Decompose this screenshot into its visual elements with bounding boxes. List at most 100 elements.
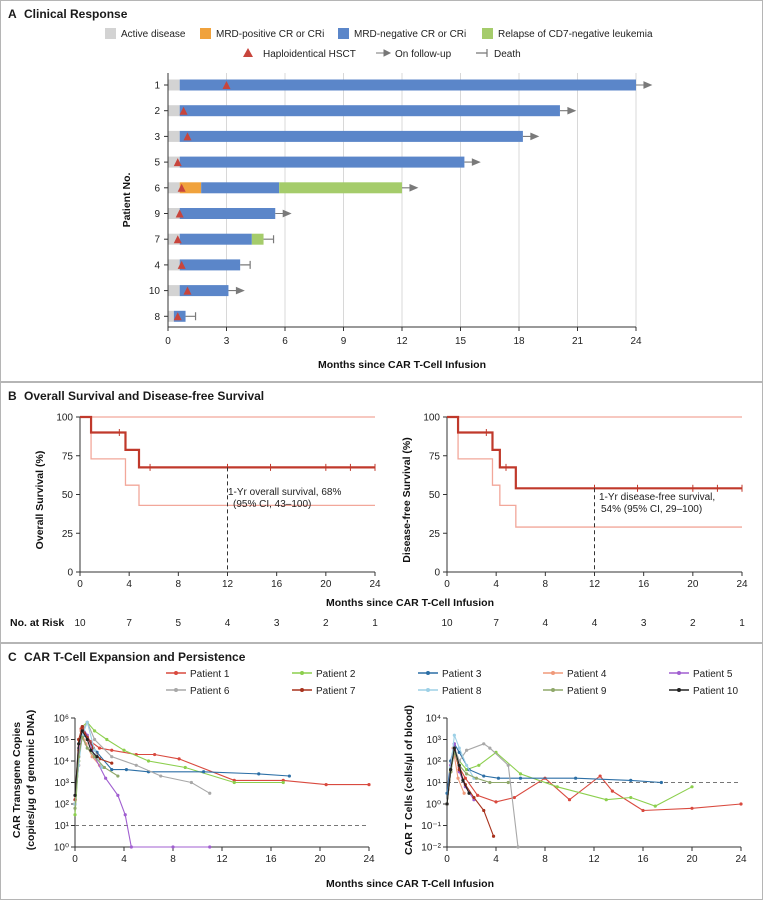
left-y-tick-label: 10⁶ [54,714,69,725]
right-y-tick-label: 10² [427,757,442,768]
left-y-tick-label: 10⁵ [54,735,69,746]
risk-count-dfs: 7 [493,618,499,629]
dfs-x-tick-label: 16 [638,579,650,590]
left-data-point [73,806,77,810]
panel-a-bar-segment [168,259,180,271]
left-y-tick-label: 10² [55,800,70,811]
legend-active-swatch [105,28,116,39]
legend-mrdpos-swatch [200,28,211,39]
left-data-point [97,746,102,750]
left-data-point [177,757,181,761]
right-data-point [518,772,523,776]
left-data-point [153,752,157,757]
hsct-triangle-icon [179,106,188,115]
panel-a-patient-label: 5 [154,158,160,169]
right-data-point [629,795,633,800]
legend-series-label: Patient 3 [442,669,482,680]
risk-count-dfs: 3 [641,618,647,629]
left-data-point [281,780,285,785]
panel-a-patient-label: 8 [154,312,160,323]
panel-a-x-tick-label: 18 [513,336,525,347]
legend-relapse-swatch [482,28,493,39]
left-data-point [324,783,328,787]
legend-series-label: Patient 8 [442,686,482,697]
risk-count-dfs: 1 [739,618,745,629]
left-x-tick-label: 16 [265,854,277,865]
dfs-x-tick-label: 4 [493,579,499,590]
panel-c-xlabel: Months since CAR T-Cell Infusion [326,878,494,890]
right-y-tick-label: 10³ [427,735,442,746]
left-data-point [80,725,84,729]
left-x-tick-label: 4 [121,854,127,865]
panel-a-bar-segment [179,285,229,297]
dfs-y-tick-label: 75 [429,451,441,462]
panel-c-left-ylabel-1: CAR Transgene Copies [11,722,23,838]
os-annotation-line1: 1-Yr overall survival, 68% [228,487,341,498]
dfs-x-tick-label: 12 [589,579,601,590]
right-x-tick-label: 16 [637,854,649,865]
right-data-point [457,746,461,750]
left-data-point [110,755,114,759]
hsct-triangle-icon [173,235,182,244]
panel-a-x-tick-label: 9 [341,336,347,347]
right-x-tick-label: 20 [686,854,698,865]
panel-b-right-ylabel: Disease-free Survival (%) [401,437,413,562]
legend-series-marker [551,671,555,675]
hsct-triangle-icon [183,286,192,295]
right-data-point [482,774,486,778]
left-data-point [116,774,120,778]
panel-a-bar-segment [279,182,402,194]
left-data-point [90,755,94,759]
right-data-point [506,780,510,785]
right-y-tick-label: 10¹ [427,778,442,789]
risk-count-os: 3 [274,618,280,629]
right-data-point [467,791,471,795]
panel-a-bar-segment [179,156,465,168]
panel-a-patient-label: 7 [154,235,160,246]
panel-a-bar-segment [179,208,276,219]
panel-a-bar-segment [179,182,202,194]
right-data-point [482,742,486,746]
right-data-point [512,795,516,800]
panel-a-bar-segment [168,105,180,117]
hsct-triangle-icon [183,132,192,141]
death-marker-icon [185,312,197,321]
left-data-point [104,776,108,780]
panel-c-left-ylabel-2: (copies/μg of genomic DNA) [25,710,37,851]
left-data-point [80,735,84,739]
risk-count-dfs: 2 [690,618,696,629]
left-data-point [93,755,97,759]
left-data-point [129,845,133,849]
legend-series-marker [551,688,555,692]
right-data-point [462,791,466,795]
panel-a-patient-label: 3 [154,132,160,143]
right-x-tick-label: 12 [588,854,600,865]
death-marker-icon [263,235,275,244]
left-data-point [85,746,89,750]
left-data-point [102,765,106,770]
follow-up-arrow-icon [636,81,653,89]
right-data-point [653,804,657,808]
panel-a-bar-segment [179,105,560,117]
os-y-tick-label: 100 [56,413,73,424]
left-data-point [116,793,120,798]
left-x-tick-label: 24 [363,854,375,865]
panel-a-bar-segment [179,79,636,91]
death-marker-icon [240,260,251,269]
panel-a-title: Clinical Response [24,7,128,21]
left-data-point [73,793,77,798]
panel-a-bar-segment [168,285,180,297]
right-data-point [472,795,476,800]
os-x-tick-label: 12 [222,579,234,590]
left-data-point [134,763,138,767]
right-y-tick-label: 10⁻¹ [421,821,441,832]
panel-a-bar-segment [179,259,241,271]
legend-series-marker [677,688,681,692]
legend-mrdneg-swatch [338,28,349,39]
left-data-point [100,765,104,770]
risk-count-os: 5 [176,618,182,629]
dfs-y-tick-label: 25 [429,529,441,540]
legend-series-label: Patient 7 [316,686,356,697]
legend-series-marker [300,688,304,692]
left-data-point [171,845,175,849]
